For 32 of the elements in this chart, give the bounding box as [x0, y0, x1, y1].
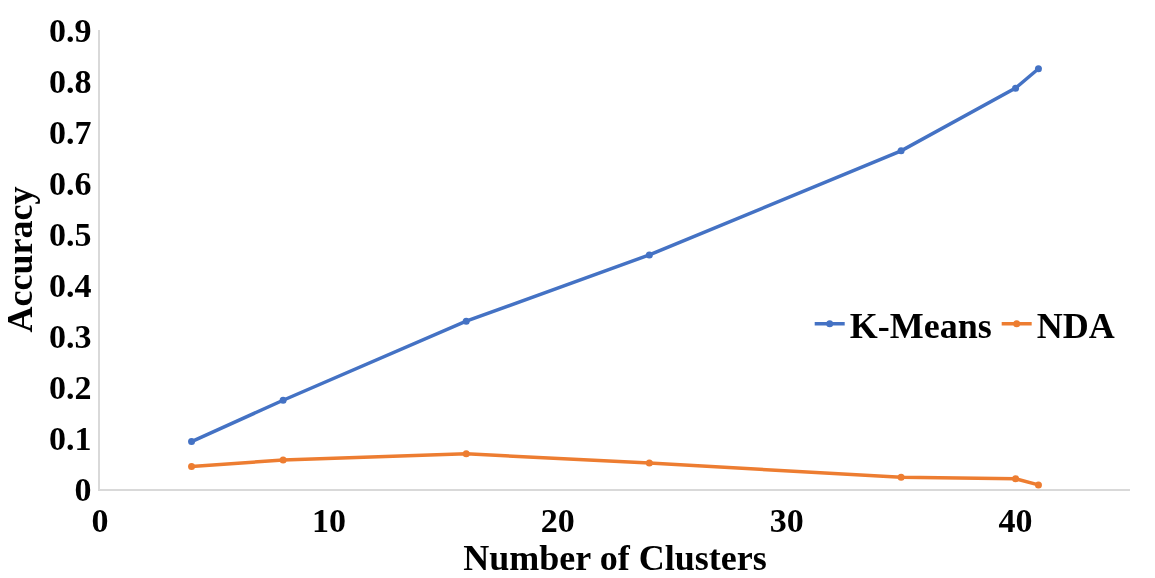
y-tick-label: 0.6: [48, 164, 92, 202]
y-tick-label: 0.2: [48, 368, 92, 406]
point: [1034, 65, 1042, 73]
point: [897, 147, 905, 155]
y-tick-label: 0.4: [48, 266, 92, 304]
y-tick-label: 0.3: [48, 317, 92, 355]
point: [645, 251, 653, 259]
y-tick-label: 0.7: [48, 113, 92, 151]
point: [279, 396, 287, 404]
point: [897, 473, 905, 481]
point: [188, 438, 196, 446]
x-tick-label: 40: [998, 501, 1033, 539]
point: [462, 450, 470, 458]
point: [645, 459, 653, 467]
point: [1034, 481, 1042, 489]
x-tick-label: 10: [311, 501, 346, 539]
legend-label: NDA: [1036, 305, 1115, 346]
y-tick-label: 0.8: [48, 62, 92, 100]
point: [1012, 84, 1020, 92]
x-tick-label: 30: [769, 501, 804, 539]
legend-label: K-Means: [849, 305, 992, 346]
point: [1012, 475, 1020, 483]
y-tick-label: 0.9: [48, 11, 92, 49]
point: [188, 463, 196, 471]
y-tick-label: 0: [74, 470, 92, 508]
point: [279, 456, 287, 464]
x-axis-title: Number of Clusters: [463, 538, 767, 578]
x-tick-label: 20: [540, 501, 575, 539]
y-tick-label: 0.5: [48, 215, 92, 253]
y-tick-label: 0.1: [48, 419, 92, 457]
y-axis-title: Accuracy: [0, 186, 40, 333]
point: [462, 317, 470, 325]
